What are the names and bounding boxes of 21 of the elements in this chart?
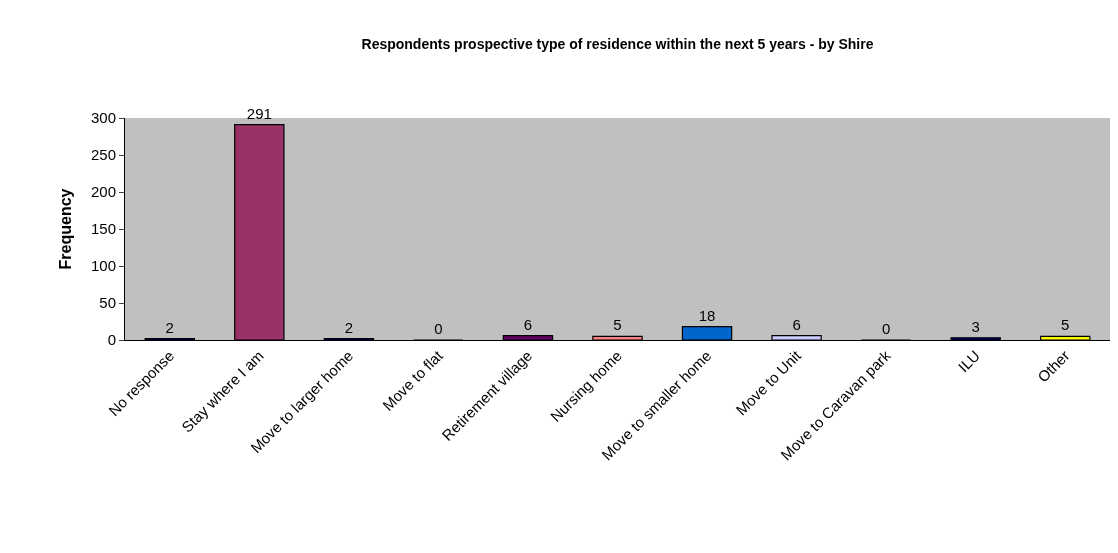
data-label: 2 [165, 318, 174, 336]
y-tick-label: 50 [99, 294, 116, 312]
data-label: 0 [881, 320, 891, 337]
y-tick-label: 200 [90, 183, 116, 201]
y-tick-label: 100 [90, 257, 116, 275]
y-tick-label: 300 [90, 109, 116, 127]
y-tick-label: 250 [90, 146, 116, 164]
x-tick-label: ILU [954, 346, 984, 376]
data-label: 6 [792, 315, 801, 333]
data-label: 291 [246, 104, 272, 122]
y-tick-label: 150 [90, 220, 116, 238]
data-label: 18 [698, 306, 716, 324]
y-tick-label: 0 [107, 331, 116, 349]
y-axis-title: Frequency [56, 188, 74, 270]
chart-title: Respondents prospective type of residence within the next 5 years - by Shire [361, 35, 874, 52]
data-label: 5 [1061, 316, 1070, 334]
data-label: 3 [971, 317, 980, 335]
data-label: 2 [344, 318, 354, 336]
data-label: 0 [434, 320, 443, 337]
data-label: 5 [613, 316, 622, 334]
data-label: 6 [523, 315, 533, 333]
